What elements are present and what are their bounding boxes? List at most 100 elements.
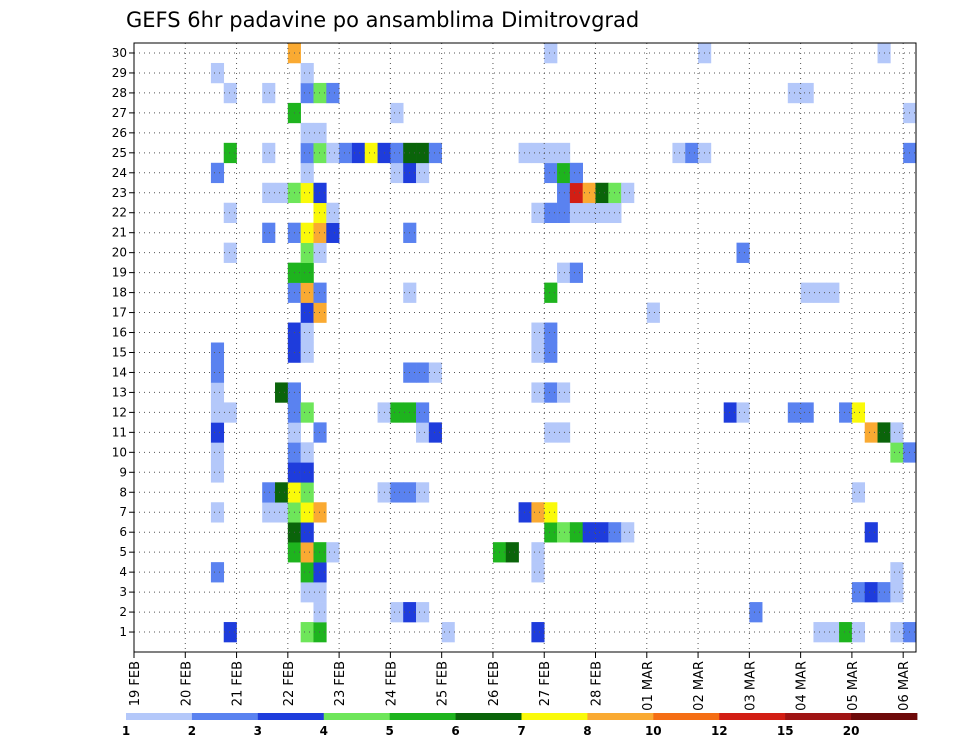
heatmap-cell (557, 422, 571, 443)
legend-color-box (323, 713, 391, 720)
heatmap-cell (851, 402, 866, 423)
heatmap-cell (569, 522, 583, 543)
heatmap-cell (416, 162, 430, 184)
heatmap-cell (544, 282, 558, 303)
heatmap-cell (313, 582, 327, 603)
legend-color-box (257, 713, 325, 720)
plot-frame (133, 42, 917, 653)
legend-label: 3 (254, 724, 262, 738)
heatmap-cell (851, 582, 866, 603)
heatmap-cell (210, 62, 225, 84)
y-tick-label: 12 (112, 405, 127, 419)
heatmap-cell (313, 282, 327, 303)
heatmap-cell (890, 622, 904, 643)
legend-color-box (455, 713, 522, 720)
heatmap-cell (685, 142, 699, 164)
heatmap-cell (569, 262, 583, 283)
y-tick-label: 18 (112, 286, 127, 300)
heatmap-cell (210, 462, 225, 483)
y-tick-label: 22 (112, 206, 127, 220)
heatmap-cell (313, 202, 327, 224)
heatmap-cell (890, 562, 904, 583)
heatmap-cell (262, 82, 276, 104)
x-tick-label: 23 FEB (333, 661, 348, 706)
x-axis-ticks: 19 FEB 20 FEB 21 FEB 22 FEB 23 FEB 24 FEB 25 F… (128, 652, 912, 711)
heatmap-cell (326, 202, 340, 224)
y-tick-label: 9 (119, 465, 127, 479)
heatmap-cells (210, 43, 917, 643)
heatmap-cell (890, 422, 904, 443)
heatmap-cell (313, 122, 327, 144)
heatmap-cell (313, 142, 327, 164)
x-tick-label: 01 MAR (641, 661, 656, 711)
heatmap-cell (557, 382, 571, 403)
y-tick-label: 3 (119, 585, 127, 599)
heatmap-cell (544, 502, 558, 523)
heatmap-cell (416, 602, 430, 623)
heatmap-cell (595, 202, 609, 224)
y-tick-label: 29 (112, 66, 127, 80)
heatmap-cell (313, 602, 327, 623)
heatmap-cell (390, 602, 404, 623)
y-tick-label: 1 (119, 625, 127, 639)
chart-title: GEFS 6hr padavine po ansamblima Dimitrov… (126, 8, 639, 32)
heatmap-cell (518, 502, 532, 523)
x-tick-label: 20 FEB (179, 661, 194, 706)
heatmap-cell (326, 142, 340, 164)
x-tick-label: 02 MAR (692, 661, 707, 711)
heatmap-cell (544, 142, 558, 164)
heatmap-cell (531, 562, 545, 583)
heatmap-cell (749, 602, 763, 623)
heatmap-cell (441, 622, 455, 643)
x-tick-label: 21 FEB (231, 661, 246, 706)
heatmap-cell (210, 382, 225, 403)
heatmap-cell (839, 622, 853, 643)
heatmap-cell (300, 302, 314, 323)
heatmap-cell (275, 182, 289, 204)
heatmap-cell (313, 562, 327, 583)
heatmap-cell (544, 422, 558, 443)
heatmap-cell (223, 402, 237, 423)
y-tick-label: 14 (112, 365, 127, 379)
heatmap-cell (300, 182, 314, 204)
heatmap-cell (300, 282, 314, 303)
heatmap-cell (300, 142, 314, 164)
heatmap-cell (300, 242, 314, 263)
y-tick-label: 17 (112, 306, 127, 320)
heatmap-cell (300, 402, 314, 423)
heatmap-cell (428, 362, 442, 383)
heatmap-cell (595, 182, 609, 204)
y-tick-label: 23 (112, 186, 127, 200)
heatmap-cell (300, 562, 314, 583)
heatmap-cell (210, 422, 225, 443)
heatmap-cell (300, 62, 314, 84)
heatmap-cell (262, 502, 276, 523)
heatmap-cell (390, 482, 404, 503)
heatmap-cell (364, 142, 378, 164)
heatmap-cell (646, 302, 660, 323)
heatmap-cell (300, 82, 314, 104)
heatmap-cell (557, 522, 571, 543)
x-tick-label: 19 FEB (128, 661, 143, 706)
x-tick-label: 24 FEB (384, 661, 399, 706)
heatmap-cell (262, 222, 276, 243)
y-tick-label: 7 (119, 505, 127, 519)
heatmap-cell (800, 82, 814, 104)
heatmap-cell (864, 422, 878, 443)
heatmap-cell (223, 622, 237, 643)
y-tick-label: 25 (112, 146, 127, 160)
heatmap-cell (505, 542, 519, 563)
legend-label: 1 (122, 724, 130, 738)
x-tick-label: 27 FEB (538, 661, 553, 706)
heatmap-cell (723, 402, 737, 423)
y-tick-label: 8 (119, 485, 127, 499)
heatmap-cell (390, 102, 404, 124)
heatmap-cell (864, 582, 878, 603)
heatmap-cell (428, 142, 442, 164)
x-tick-label: 04 MAR (795, 661, 810, 711)
legend-color-box (521, 713, 588, 720)
heatmap-cell (262, 482, 276, 503)
heatmap-cell (531, 502, 545, 523)
y-tick-label: 4 (119, 565, 127, 579)
heatmap-cell (569, 162, 583, 184)
